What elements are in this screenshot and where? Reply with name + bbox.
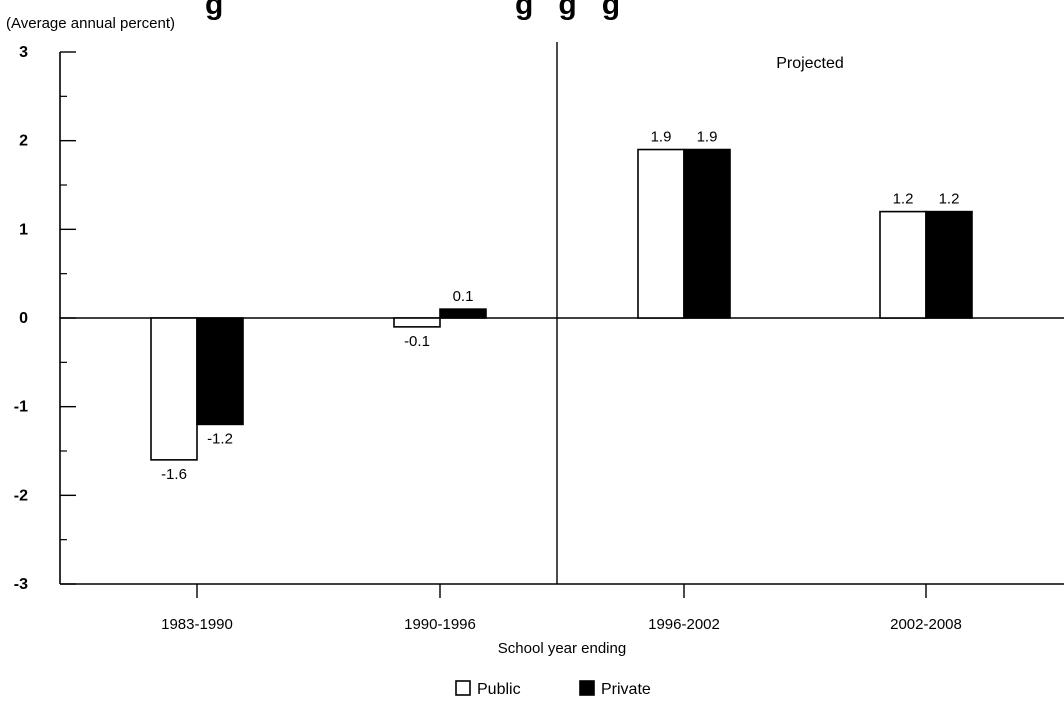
- bar-public: [150, 317, 198, 461]
- x-axis-label: School year ending: [498, 640, 626, 657]
- bar-private: [925, 210, 973, 319]
- plot-area: 3 2 1 0 -1 -2 -3 1983-1990 1990-1996 1996-2002 200…: [14, 42, 1064, 633]
- bar-public: [637, 148, 685, 319]
- legend-label-private: Private: [601, 681, 651, 698]
- y-tick-label: -1: [14, 399, 28, 416]
- y-tick-label: 3: [19, 44, 28, 61]
- legend-label-public: Public: [477, 681, 521, 698]
- data-label: -1.6: [161, 466, 187, 483]
- projected-annotation: Projected: [776, 55, 844, 72]
- bar-public: [393, 317, 441, 328]
- bar-private: [439, 308, 487, 319]
- bar-private: [683, 148, 731, 319]
- data-label: 1.2: [939, 191, 960, 208]
- y-tick-label: -3: [14, 576, 28, 593]
- x-tick-label: 1990-1996: [404, 616, 476, 633]
- data-label: 1.9: [697, 129, 718, 146]
- y-tick-label: 1: [19, 221, 28, 238]
- chart-title: g g g g: [205, 0, 620, 21]
- x-tick-label: 1983-1990: [161, 616, 233, 633]
- x-tick-label: 2002-2008: [890, 616, 962, 633]
- y-tick-label: 0: [19, 310, 28, 327]
- data-label: 1.9: [651, 129, 672, 146]
- data-label: 0.1: [453, 288, 474, 305]
- bar-private: [196, 317, 244, 426]
- y-tick-label: 2: [19, 133, 28, 150]
- legend-swatch-public: [455, 680, 471, 696]
- y-tick-label: -2: [14, 487, 28, 504]
- data-label: -0.1: [404, 333, 430, 350]
- legend-swatch-private: [579, 680, 595, 696]
- data-label: -1.2: [207, 430, 233, 447]
- bar-public: [879, 210, 927, 319]
- x-tick-label: 1996-2002: [648, 616, 720, 633]
- data-label: 1.2: [893, 191, 914, 208]
- legend: Public Private: [455, 680, 651, 698]
- units-label: (Average annual percent): [6, 15, 175, 32]
